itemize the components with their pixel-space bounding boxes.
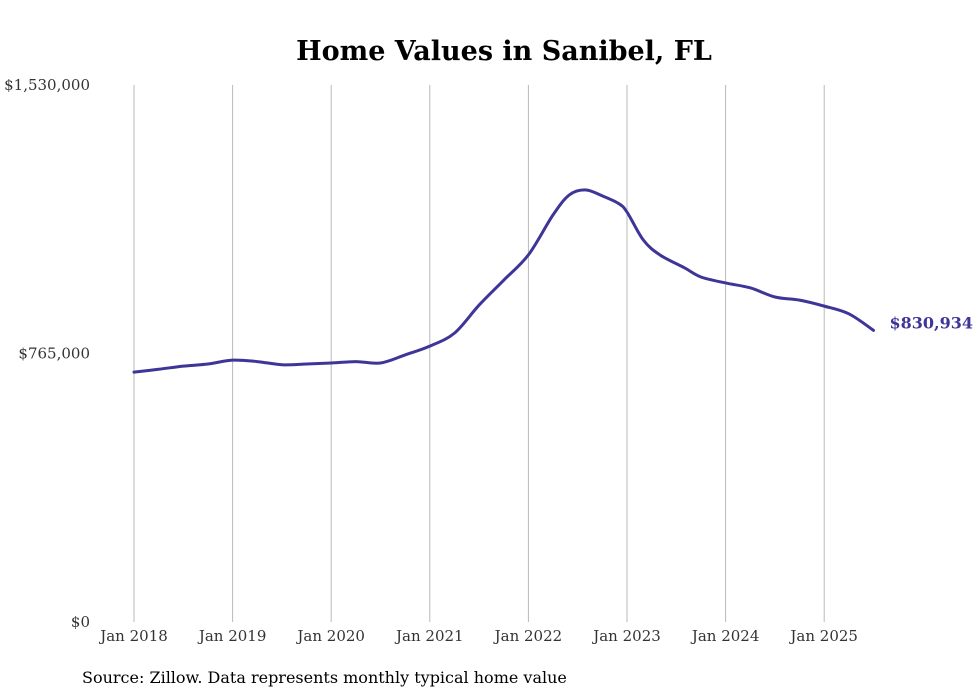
- x-tick-label: Jan 2019: [197, 627, 267, 645]
- x-tick-label: Jan 2018: [98, 627, 168, 645]
- gridlines: [133, 85, 825, 622]
- y-tick-label: $0: [71, 613, 90, 631]
- x-tick-label: Jan 2021: [394, 627, 464, 645]
- y-tick-label: $765,000: [18, 345, 90, 363]
- y-axis: $0 $765,000 $1,530,000: [4, 76, 90, 631]
- x-tick-label: Jan 2023: [591, 627, 661, 645]
- series-line: [132, 188, 875, 374]
- source-note: Source: Zillow. Data represents monthly …: [82, 668, 567, 687]
- x-tick-label: Jan 2022: [493, 627, 563, 645]
- x-tick-label: Jan 2024: [690, 627, 760, 645]
- y-tick-label: $1,530,000: [4, 76, 90, 94]
- x-tick-label: Jan 2025: [788, 627, 858, 645]
- x-tick-label: Jan 2020: [295, 627, 365, 645]
- end-value-label: $830,934: [890, 313, 974, 332]
- x-axis: Jan 2018 Jan 2019 Jan 2020 Jan 2021 Jan 2022…: [98, 627, 858, 645]
- chart-title: Home Values in Sanibel, FL: [296, 36, 712, 67]
